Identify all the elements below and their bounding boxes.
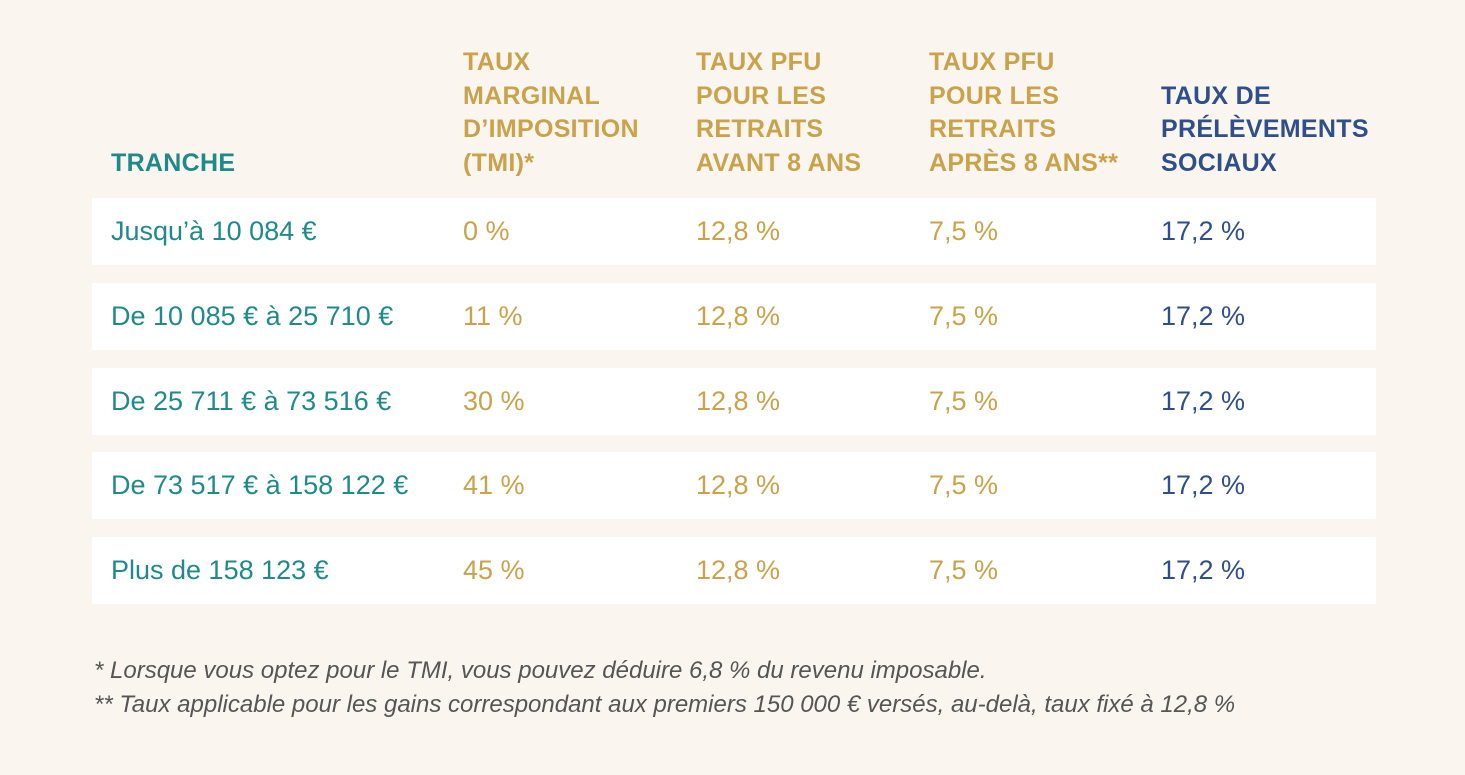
cell-prelevements: 17,2 % — [1161, 470, 1246, 500]
header-tmi-line: D’IMPOSITION — [463, 115, 639, 143]
cell-prelevements: 17,2 % — [1161, 386, 1246, 416]
cell-pfu-avant: 12,8 % — [696, 216, 781, 246]
header-prelevements-line: PRÉLÈVEMENTS — [1161, 115, 1369, 143]
cell-tmi: 0 % — [463, 216, 510, 246]
header-prelevements-line: SOCIAUX — [1161, 148, 1278, 177]
cell-tranche: De 73 517 € à 158 122 € — [111, 470, 409, 500]
header-pfu-avant: TAUX PFU POUR LES RETRAITS AVANT 8 ANS — [696, 46, 861, 180]
header-prelevements-line: TAUX DE — [1161, 81, 1271, 110]
cell-tmi: 30 % — [463, 386, 525, 416]
cell-prelevements: 17,2 % — [1161, 555, 1246, 585]
table-row: De 25 711 € à 73 516 € 30 % 12,8 % 7,5 %… — [92, 368, 1376, 435]
header-pfu-avant-line: AVANT 8 ANS — [696, 148, 862, 177]
header-pfu-apres-line: APRÈS 8 ANS** — [929, 148, 1119, 177]
table-row: Plus de 158 123 € 45 % 12,8 % 7,5 % 17,2… — [92, 537, 1376, 604]
table-row: De 73 517 € à 158 122 € 41 % 12,8 % 7,5 … — [92, 452, 1376, 519]
cell-tranche: Jusqu’à 10 084 € — [111, 216, 317, 246]
header-tranche-line: TRANCHE — [111, 148, 236, 177]
table-row: Jusqu’à 10 084 € 0 % 12,8 % 7,5 % 17,2 % — [92, 198, 1376, 265]
cell-pfu-apres: 7,5 % — [929, 216, 999, 246]
cell-pfu-avant: 12,8 % — [696, 555, 781, 585]
cell-pfu-apres: 7,5 % — [929, 555, 999, 585]
table-row: De 10 085 € à 25 710 € 11 % 12,8 % 7,5 %… — [92, 283, 1376, 350]
cell-tmi: 41 % — [463, 470, 525, 500]
cell-pfu-avant: 12,8 % — [696, 386, 781, 416]
cell-pfu-avant: 12,8 % — [696, 470, 781, 500]
header-pfu-apres: TAUX PFU POUR LES RETRAITS APRÈS 8 ANS** — [929, 46, 1118, 180]
header-tmi-line: TAUX — [463, 48, 531, 76]
header-tmi-line: MARGINAL — [463, 81, 601, 110]
footnote-pfu: ** Taux applicable pour les gains corres… — [94, 691, 1236, 718]
header-pfu-apres-line: POUR LES — [929, 81, 1060, 110]
cell-tranche: Plus de 158 123 € — [111, 555, 329, 585]
footnote-tmi: * Lorsque vous optez pour le TMI, vous p… — [94, 657, 987, 684]
cell-pfu-apres: 7,5 % — [929, 470, 999, 500]
header-pfu-avant-line: RETRAITS — [696, 115, 824, 143]
cell-tranche: De 25 711 € à 73 516 € — [111, 386, 392, 416]
cell-prelevements: 17,2 % — [1161, 216, 1246, 246]
header-tmi-line: (TMI)* — [463, 148, 535, 177]
header-pfu-avant-line: TAUX PFU — [696, 48, 822, 76]
cell-tmi: 45 % — [463, 555, 525, 585]
cell-tranche: De 10 085 € à 25 710 € — [111, 301, 394, 331]
cell-pfu-avant: 12,8 % — [696, 301, 781, 331]
header-tmi: TAUX MARGINAL D’IMPOSITION (TMI)* — [463, 46, 639, 180]
cell-pfu-apres: 7,5 % — [929, 301, 999, 331]
footnotes: * Lorsque vous optez pour le TMI, vous p… — [94, 654, 1235, 722]
header-pfu-avant-line: POUR LES — [696, 81, 827, 110]
cell-tmi: 11 % — [463, 301, 523, 331]
cell-pfu-apres: 7,5 % — [929, 386, 999, 416]
table-header: TRANCHE TAUX MARGINAL D’IMPOSITION (TMI)… — [0, 0, 1465, 190]
cell-prelevements: 17,2 % — [1161, 301, 1246, 331]
header-pfu-apres-line: TAUX PFU — [929, 48, 1055, 76]
header-pfu-apres-line: RETRAITS — [929, 115, 1057, 143]
header-prelevements: TAUX DE PRÉLÈVEMENTS SOCIAUX — [1161, 80, 1369, 181]
header-tranche: TRANCHE — [111, 147, 235, 181]
